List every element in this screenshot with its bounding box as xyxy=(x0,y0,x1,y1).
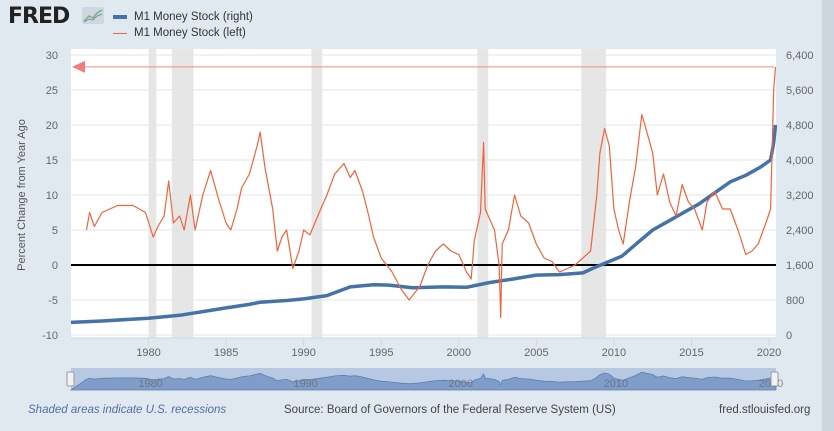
navigator-label: 2000 xyxy=(449,378,473,390)
y-right-tick-label: 2,400 xyxy=(786,225,814,237)
legend-swatch-blue xyxy=(113,15,127,19)
y-right-tick-label: 4,000 xyxy=(786,155,814,167)
legend-label: M1 Money Stock (left) xyxy=(134,27,246,39)
y-left-tick-label: 10 xyxy=(46,190,58,202)
recession-band xyxy=(581,49,607,338)
x-tick-label: 2015 xyxy=(679,347,703,359)
y-right-tick-label: 6,400 xyxy=(786,50,814,62)
y-axis-left-title: Percent Change from Year Ago xyxy=(16,119,28,271)
y-right-tick-label: 1,600 xyxy=(786,260,814,272)
navigator-label: 1980 xyxy=(138,378,162,390)
x-tick-label: 2010 xyxy=(602,347,626,359)
x-tick-label: 1985 xyxy=(214,347,238,359)
x-tick-label: 2000 xyxy=(447,347,471,359)
y-right-tick-label: 0 xyxy=(786,330,792,342)
y-left-tick-label: 15 xyxy=(46,155,58,167)
navigator-handle-left[interactable] xyxy=(66,371,75,387)
y-left-tick-label: -5 xyxy=(48,295,58,307)
y-right-tick-label: 4,800 xyxy=(786,120,814,132)
recession-band xyxy=(171,49,194,338)
fred-logo[interactable]: FRED xyxy=(8,4,70,29)
series-lines xyxy=(70,60,778,325)
chart-line-icon xyxy=(82,7,104,24)
y-axis-left: 30 25 20 15 10 5 0 -5 -10 xyxy=(42,50,58,342)
series-line-level xyxy=(70,124,778,325)
navigator: 19801990200020102020 xyxy=(66,368,783,391)
x-tick-label: 1980 xyxy=(136,347,160,359)
x-tick-label: 2020 xyxy=(757,347,781,359)
recession-note-link[interactable]: Shaded areas indicate U.S. recessions xyxy=(28,404,227,416)
x-tick-label: 1990 xyxy=(291,347,315,359)
y-left-tick-label: -10 xyxy=(42,330,58,342)
scrollbar[interactable] xyxy=(822,0,834,431)
legend: M1 Money Stock (right) M1 Money Stock (l… xyxy=(113,9,253,41)
navigator-label: 2010 xyxy=(604,378,628,390)
legend-item-right[interactable]: M1 Money Stock (right) xyxy=(113,9,253,25)
y-axis-right: 6,400 5,600 4,800 4,000 3,200 2,400 1,600 800 0 xyxy=(786,50,814,342)
y-left-tick-label: 0 xyxy=(52,260,58,272)
navigator-label: 1990 xyxy=(293,378,317,390)
recession-band xyxy=(148,49,157,338)
y-left-tick-label: 20 xyxy=(46,120,58,132)
y-left-tick-label: 5 xyxy=(52,225,58,237)
legend-item-left[interactable]: M1 Money Stock (left) xyxy=(113,25,253,41)
x-axis: 1980 1985 1990 1995 2000 2005 2010 2015 2020 xyxy=(71,337,781,359)
y-left-tick-label: 25 xyxy=(46,85,58,97)
x-tick-label: 1995 xyxy=(369,347,393,359)
legend-label: M1 Money Stock (right) xyxy=(134,11,253,23)
y-left-tick-label: 30 xyxy=(46,50,58,62)
source-text: Source: Board of Governors of the Federa… xyxy=(284,404,616,416)
navigator-area xyxy=(69,371,777,391)
legend-swatch-orange xyxy=(113,32,127,34)
latest-value-arrow-icon xyxy=(72,60,85,73)
recession-band xyxy=(477,49,489,338)
site-link[interactable]: fred.stlouisfed.org xyxy=(719,404,811,416)
y-right-tick-label: 800 xyxy=(786,295,804,307)
x-tick-label: 2005 xyxy=(524,347,548,359)
navigator-handle-right[interactable] xyxy=(770,371,779,387)
recession-band xyxy=(311,49,323,338)
y-right-tick-label: 5,600 xyxy=(786,85,814,97)
y-right-tick-label: 3,200 xyxy=(786,190,814,202)
